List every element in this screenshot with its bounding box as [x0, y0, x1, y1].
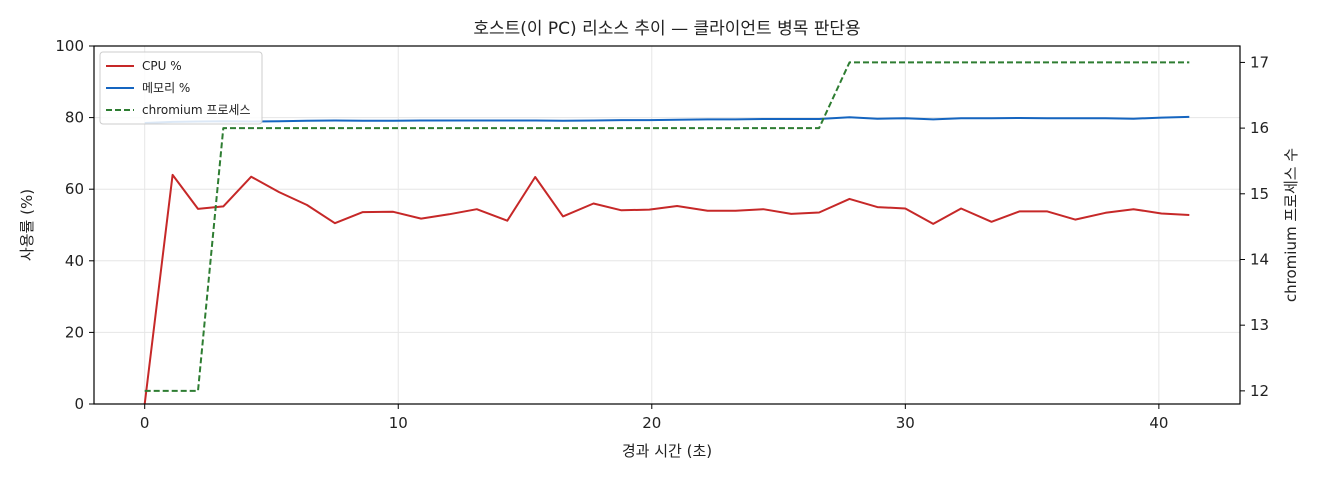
y-tick-label: 60	[65, 180, 84, 198]
legend-label: CPU %	[142, 59, 182, 73]
chart-title: 호스트(이 PC) 리소스 추이 — 클라이언트 병목 판단용	[473, 19, 860, 39]
y2-tick-label: 13	[1250, 316, 1269, 334]
x-axis-label: 경과 시간 (초)	[622, 442, 712, 460]
legend-label: chromium 프로세스	[142, 103, 251, 117]
y2-tick-label: 14	[1250, 250, 1269, 268]
y-axis-right: 12 13 14 15 16 17	[1240, 53, 1269, 400]
y-tick-label: 100	[55, 37, 84, 55]
y2-tick-label: 15	[1250, 185, 1269, 203]
y2-axis-label: chromium 프로세스 수	[1282, 148, 1300, 302]
legend-box	[99, 51, 263, 125]
y2-tick-label: 17	[1250, 53, 1269, 71]
x-tick-label: 0	[140, 414, 150, 432]
series-line-0	[143, 173, 1190, 405]
plot-frame	[93, 45, 1241, 405]
y-tick-label: 40	[65, 252, 84, 270]
x-tick-label: 20	[642, 414, 661, 432]
series-layer	[143, 61, 1190, 405]
y-tick-label: 80	[65, 109, 84, 127]
y2-tick-label: 16	[1250, 119, 1269, 137]
x-tick-label: 10	[389, 414, 408, 432]
y-tick-label: 0	[74, 395, 84, 413]
x-tick-label: 40	[1149, 414, 1168, 432]
series-line-1	[144, 115, 1190, 124]
series-line-2	[144, 61, 1190, 392]
x-axis: 0 10 20 30 40	[140, 404, 1168, 432]
x-tick-label: 30	[896, 414, 915, 432]
legend-label: 메모리 %	[142, 81, 190, 95]
y2-tick-label: 12	[1250, 382, 1269, 400]
y-axis-left: 0 20 40 60 80 100	[55, 37, 94, 413]
y-tick-label: 20	[65, 323, 84, 341]
y-axis-label: 사용률 (%)	[18, 189, 36, 261]
grid	[94, 45, 1240, 405]
legend: CPU % 메모리 % chromium 프로세스	[99, 51, 263, 125]
